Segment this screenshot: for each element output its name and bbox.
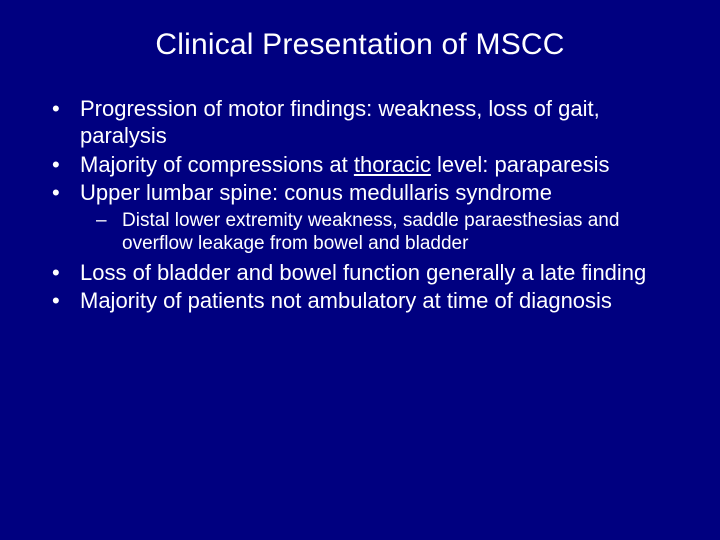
bullet-text: Upper lumbar spine: conus medullaris syn… [80, 180, 552, 205]
sub-bullet-item: Distal lower extremity weakness, saddle … [80, 209, 682, 255]
bullet-item: Majority of patients not ambulatory at t… [38, 288, 682, 315]
bullet-item: Progression of motor findings: weakness,… [38, 96, 682, 150]
slide: Clinical Presentation of MSCC Progressio… [0, 0, 720, 540]
bullet-text-pre: Majority of compressions at [80, 152, 354, 177]
bullet-item: Upper lumbar spine: conus medullaris syn… [38, 180, 682, 255]
bullet-text-post: level: paraparesis [431, 152, 610, 177]
bullet-item: Loss of bladder and bowel function gener… [38, 260, 682, 287]
bullet-list: Progression of motor findings: weakness,… [38, 96, 682, 315]
slide-title: Clinical Presentation of MSCC [38, 28, 682, 62]
bullet-item: Majority of compressions at thoracic lev… [38, 152, 682, 179]
bullet-text-underlined: thoracic [354, 152, 431, 177]
sub-bullet-list: Distal lower extremity weakness, saddle … [80, 209, 682, 255]
